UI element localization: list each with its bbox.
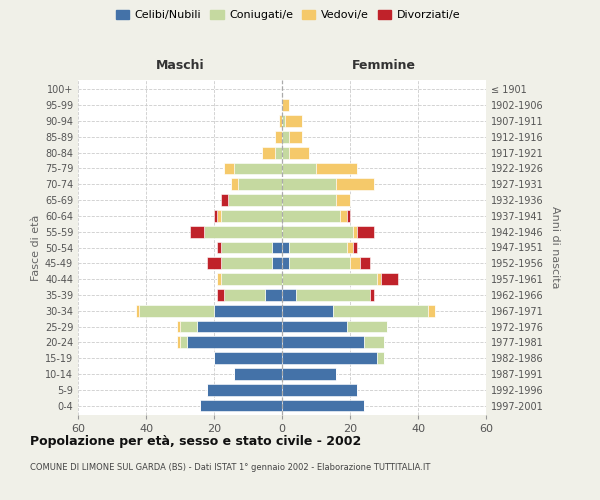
Bar bbox=[221, 258, 272, 269]
Bar bbox=[180, 336, 187, 348]
Bar bbox=[289, 258, 350, 269]
Bar bbox=[187, 336, 282, 348]
Y-axis label: Fasce di età: Fasce di età bbox=[31, 214, 41, 280]
Text: Femmine: Femmine bbox=[352, 59, 416, 72]
Bar bbox=[282, 115, 286, 127]
Bar bbox=[217, 273, 221, 285]
Bar bbox=[282, 320, 347, 332]
Bar bbox=[282, 336, 364, 348]
Bar bbox=[282, 210, 340, 222]
Bar bbox=[238, 178, 282, 190]
Y-axis label: Anni di nascita: Anni di nascita bbox=[550, 206, 560, 288]
Bar bbox=[221, 194, 227, 206]
Bar bbox=[357, 226, 374, 237]
Bar bbox=[207, 258, 221, 269]
Bar bbox=[353, 242, 357, 254]
Bar bbox=[350, 258, 360, 269]
Bar bbox=[139, 305, 214, 316]
Bar bbox=[221, 242, 272, 254]
Bar bbox=[214, 305, 282, 316]
Text: Popolazione per età, sesso e stato civile - 2002: Popolazione per età, sesso e stato civil… bbox=[30, 435, 361, 448]
Bar bbox=[282, 384, 357, 396]
Bar bbox=[224, 289, 265, 301]
Bar bbox=[347, 320, 388, 332]
Bar bbox=[286, 115, 302, 127]
Bar bbox=[377, 352, 384, 364]
Bar bbox=[347, 210, 350, 222]
Bar bbox=[333, 305, 428, 316]
Bar bbox=[282, 162, 316, 174]
Bar bbox=[282, 147, 289, 158]
Bar bbox=[282, 400, 364, 411]
Bar bbox=[282, 131, 289, 143]
Bar bbox=[340, 210, 347, 222]
Bar bbox=[262, 147, 275, 158]
Bar bbox=[217, 289, 224, 301]
Bar bbox=[275, 147, 282, 158]
Bar bbox=[235, 162, 282, 174]
Bar bbox=[204, 226, 282, 237]
Bar bbox=[200, 400, 282, 411]
Bar bbox=[278, 115, 282, 127]
Bar bbox=[282, 273, 377, 285]
Text: COMUNE DI LIMONE SUL GARDA (BS) - Dati ISTAT 1° gennaio 2002 - Elaborazione TUTT: COMUNE DI LIMONE SUL GARDA (BS) - Dati I… bbox=[30, 462, 430, 471]
Bar bbox=[214, 352, 282, 364]
Bar bbox=[282, 242, 289, 254]
Bar bbox=[190, 226, 204, 237]
Bar bbox=[272, 258, 282, 269]
Bar bbox=[282, 194, 337, 206]
Bar bbox=[337, 178, 374, 190]
Bar bbox=[214, 210, 217, 222]
Bar bbox=[282, 368, 337, 380]
Bar bbox=[136, 305, 139, 316]
Bar bbox=[180, 320, 197, 332]
Bar bbox=[176, 320, 180, 332]
Bar bbox=[272, 242, 282, 254]
Bar bbox=[217, 242, 221, 254]
Bar bbox=[353, 226, 357, 237]
Bar bbox=[289, 131, 302, 143]
Bar bbox=[364, 336, 384, 348]
Bar bbox=[176, 336, 180, 348]
Bar bbox=[227, 194, 282, 206]
Bar bbox=[282, 100, 289, 111]
Bar bbox=[231, 178, 238, 190]
Bar bbox=[224, 162, 235, 174]
Text: Maschi: Maschi bbox=[155, 59, 205, 72]
Bar bbox=[197, 320, 282, 332]
Bar bbox=[235, 368, 282, 380]
Bar bbox=[282, 305, 333, 316]
Legend: Celibi/Nubili, Coniugati/e, Vedovi/e, Divorziati/e: Celibi/Nubili, Coniugati/e, Vedovi/e, Di… bbox=[112, 6, 464, 25]
Bar bbox=[337, 194, 350, 206]
Bar bbox=[221, 210, 282, 222]
Bar bbox=[265, 289, 282, 301]
Bar bbox=[282, 226, 353, 237]
Bar bbox=[370, 289, 374, 301]
Bar bbox=[275, 131, 282, 143]
Bar bbox=[217, 210, 221, 222]
Bar bbox=[380, 273, 398, 285]
Bar bbox=[282, 289, 296, 301]
Bar bbox=[360, 258, 370, 269]
Bar bbox=[289, 147, 309, 158]
Bar bbox=[428, 305, 435, 316]
Bar bbox=[377, 273, 380, 285]
Bar bbox=[347, 242, 353, 254]
Bar bbox=[207, 384, 282, 396]
Bar bbox=[282, 178, 337, 190]
Bar bbox=[221, 273, 282, 285]
Bar bbox=[282, 258, 289, 269]
Bar bbox=[296, 289, 370, 301]
Bar bbox=[282, 352, 377, 364]
Bar bbox=[316, 162, 357, 174]
Bar bbox=[289, 242, 347, 254]
